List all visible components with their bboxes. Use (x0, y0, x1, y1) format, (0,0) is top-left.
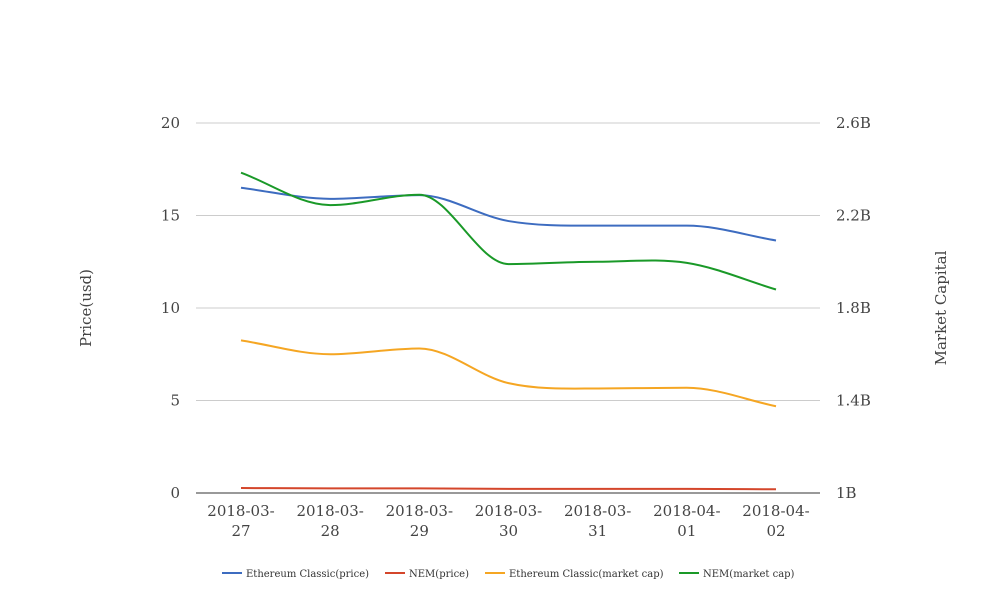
left-tick-label: 0 (170, 484, 180, 502)
x-tick-label: 2018-03-29 (386, 502, 453, 540)
legend-item-ethereum-classic-price[interactable]: Ethereum Classic(price) (222, 569, 369, 580)
x-tick-label: 2018-03-31 (564, 502, 631, 540)
right-tick-label: 2.6B (836, 114, 871, 132)
x-tick-label: 2018-03-27 (207, 502, 274, 540)
left-axis-title: Price(usd) (77, 269, 95, 347)
left-tick-label: 5 (170, 392, 180, 410)
right-tick-label: 1.4B (836, 392, 871, 410)
x-axis-ticks: 2018-03-27 2018-03-28 2018-03-29 2018-03-30… (207, 502, 809, 540)
x-tick-label: 2018-04-01 (653, 502, 720, 540)
x-tick-label: 2018-03-28 (296, 502, 363, 540)
series-line-nem-price (240, 487, 777, 491)
right-axis-title: Market Capital (932, 250, 950, 365)
series-line-ethereum-classic-market-cap (240, 339, 777, 408)
right-tick-label: 2.2B (836, 207, 871, 225)
legend-label: NEM(market cap) (703, 569, 795, 580)
series-line-nem-market-cap (240, 171, 777, 291)
legend-label: Ethereum Classic(market cap) (509, 569, 664, 580)
left-axis-ticks: 0 5 10 15 20 (161, 114, 180, 502)
gridlines (196, 122, 820, 494)
right-tick-label: 1B (836, 484, 857, 502)
legend-item-nem-price[interactable]: NEM(price) (385, 569, 469, 580)
series-line-ethereum-classic-price (240, 186, 777, 242)
x-tick-label: 2018-04-02 (742, 502, 809, 540)
series-lines (240, 171, 777, 491)
legend-label: NEM(price) (409, 569, 469, 580)
legend-item-ethereum-classic-market-cap[interactable]: Ethereum Classic(market cap) (485, 569, 664, 580)
left-tick-label: 10 (161, 299, 180, 317)
x-tick-label: 2018-03-30 (475, 502, 542, 540)
legend-item-nem-market-cap[interactable]: NEM(market cap) (679, 569, 795, 580)
legend-label: Ethereum Classic(price) (246, 569, 369, 580)
right-tick-label: 1.8B (836, 299, 871, 317)
left-tick-label: 20 (161, 114, 180, 132)
legend: Ethereum Classic(price) NEM(price) Ethereu… (222, 569, 795, 580)
right-axis-ticks: 1B 1.4B 1.8B 2.2B 2.6B (836, 114, 871, 502)
left-tick-label: 15 (161, 207, 180, 225)
